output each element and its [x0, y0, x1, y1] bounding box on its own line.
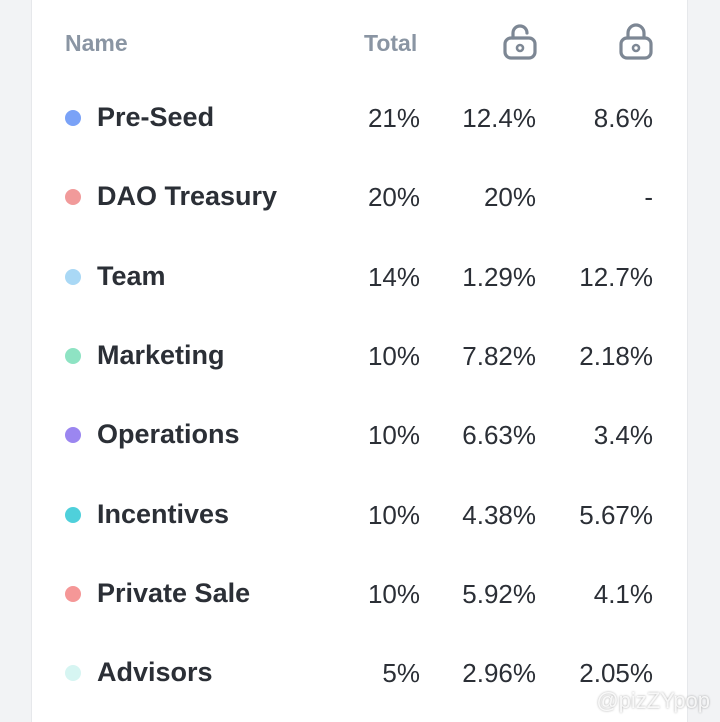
unlocked-lock-icon: [503, 24, 537, 60]
row-unlocked: 6.63%: [462, 420, 536, 451]
category-color-dot: [65, 189, 81, 206]
row-name: Advisors: [97, 657, 213, 688]
locked-lock-icon: [619, 23, 653, 60]
row-locked: 4.1%: [593, 578, 653, 609]
row-total: 14%: [367, 261, 420, 292]
category-color-dot: [65, 268, 81, 285]
row-unlocked: 12.4%: [462, 103, 536, 133]
watermark: @pizZYpop: [568, 688, 710, 714]
row-total: 10%: [367, 578, 420, 609]
row-name: Team: [97, 260, 166, 291]
column-header-total: Total: [364, 30, 418, 56]
row-unlocked: 5.92%: [462, 578, 536, 609]
row-unlocked: 2.96%: [462, 658, 536, 689]
row-total: 10%: [367, 499, 420, 530]
row-total: 21%: [367, 103, 420, 133]
row-name: Incentives: [97, 498, 230, 529]
row-locked: 5.67%: [579, 499, 653, 530]
category-color-dot: [65, 427, 81, 444]
category-color-dot: [65, 506, 81, 523]
row-total: 20%: [367, 182, 420, 213]
category-color-dot: [65, 665, 81, 682]
row-name: DAO Treasury: [97, 181, 278, 212]
row-name: Pre-Seed: [97, 102, 215, 132]
row-unlocked: 20%: [483, 182, 536, 213]
row-locked: 8.6%: [593, 103, 653, 133]
row-name: Operations: [97, 419, 240, 450]
row-name: Marketing: [97, 339, 225, 370]
row-total: 10%: [367, 340, 420, 371]
row-unlocked: 4.38%: [462, 499, 536, 530]
row-unlocked: 7.82%: [462, 340, 536, 371]
row-locked: 3.4%: [593, 420, 653, 451]
row-locked: 2.18%: [579, 340, 653, 371]
category-color-dot: [65, 110, 81, 126]
allocation-table-card: Name Total Pre-Seed 21% 12.4% 8.6% DAO Treas…: [31, 0, 688, 722]
watermark-text: @pizZYpop: [596, 688, 710, 713]
row-locked: -: [644, 182, 653, 213]
category-color-dot: [65, 347, 81, 364]
category-color-dot: [65, 585, 81, 602]
column-header-name: Name: [65, 30, 128, 56]
diamond-logo-icon: [568, 690, 590, 712]
row-locked: 12.7%: [579, 261, 653, 292]
row-total: 5%: [382, 658, 420, 689]
row-total: 10%: [367, 420, 420, 451]
row-unlocked: 1.29%: [462, 261, 536, 292]
row-name: Private Sale: [97, 577, 251, 608]
row-locked: 2.05%: [579, 658, 653, 689]
